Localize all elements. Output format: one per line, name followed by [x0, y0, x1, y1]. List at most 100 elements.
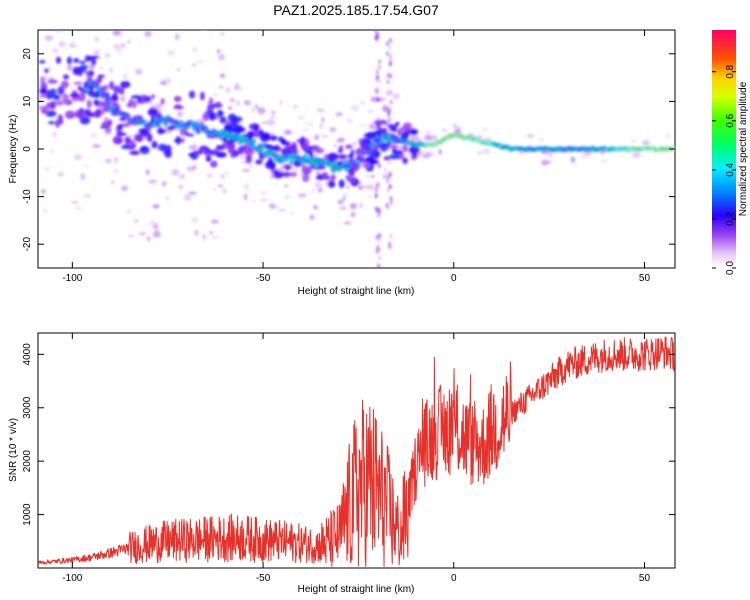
spectrogram-cluster: [330, 174, 336, 180]
spectrogram-speckle: [220, 32, 225, 36]
spectrogram-cluster: [79, 64, 89, 70]
spectrogram-speckle: [452, 123, 457, 128]
spectrogram-speckle: [382, 174, 387, 180]
spectrogram-speckle: [104, 53, 110, 58]
spectrogram-cluster: [300, 136, 305, 146]
spectrogram-streak: [389, 73, 393, 79]
spectrogram-speckle: [148, 179, 158, 184]
spectrogram-speckle: [194, 7, 202, 14]
spectrogram-cluster: [87, 56, 93, 62]
spectrogram-ridge-core: [375, 135, 380, 139]
spectrogram-speckle: [93, 36, 100, 42]
spectrogram-speckle: [343, 192, 347, 196]
spectrogram-speckle: [178, 185, 183, 189]
spectrogram-y-axis: -20 -10 0 10 20: [22, 48, 675, 251]
spectrogram-ridge-core: [238, 140, 242, 144]
spectrogram-cluster: [350, 149, 355, 156]
spectrogram-speckle: [222, 188, 227, 193]
spectrogram-speckle: [52, 131, 58, 138]
snr-x-label: Height of straight line (km): [298, 584, 415, 595]
spectrogram-cluster: [141, 146, 147, 151]
spectrogram-speckle: [42, 208, 49, 213]
spectrogram-streak: [389, 52, 393, 58]
spectrogram-speckle: [642, 140, 650, 145]
spectrogram-speckle: [165, 195, 169, 201]
spectrogram-cluster: [227, 149, 239, 154]
y-tick-label: -10: [22, 189, 33, 204]
spectrogram-cluster: [54, 100, 65, 106]
spectrogram-speckle: [368, 109, 374, 112]
spectrogram-cluster: [218, 111, 225, 116]
spectrogram-speckle: [236, 100, 241, 106]
spectrogram-speckle: [84, 164, 88, 168]
spectrogram-cluster: [243, 147, 255, 156]
spectrogram-streak: [388, 45, 392, 51]
spectrogram-speckle: [50, 148, 55, 154]
spectrogram-speckle: [216, 48, 221, 54]
spectrogram-speckle: [68, 44, 77, 48]
spectrogram-cluster: [400, 131, 409, 141]
x-tick-label: -100: [62, 273, 82, 284]
spectrogram-ridge-core: [290, 160, 294, 163]
spectrogram-cluster: [154, 112, 162, 119]
spectrogram-speckle: [357, 185, 364, 190]
spectrogram-streak: [376, 244, 380, 250]
spectrogram-cluster: [77, 111, 84, 118]
spectrogram-speckle: [666, 132, 670, 140]
spectrogram-cluster: [402, 157, 408, 164]
spectrogram-ridge-core: [387, 135, 391, 138]
spectrogram-speckle: [138, 232, 147, 235]
spectrogram-cluster: [392, 149, 403, 155]
spectrogram-speckle: [599, 159, 609, 163]
spectrogram-speckle: [383, 167, 388, 174]
spectrogram-speckle: [314, 134, 320, 141]
spectrogram-cluster: [289, 172, 298, 177]
spectrogram-cluster: [137, 95, 142, 103]
spectrogram-cluster: [258, 129, 264, 138]
spectrogram-cluster: [309, 151, 314, 159]
spectrogram-streak: [388, 159, 392, 165]
spectrogram-ridge-core: [185, 125, 189, 129]
spectrogram-streak: [374, 187, 378, 193]
spectrogram-ridge-core: [99, 90, 103, 93]
spectrogram-ridge-core: [179, 121, 183, 125]
spectrogram-speckle: [57, 172, 65, 177]
spectrogram-streak: [388, 184, 392, 190]
spectrogram-speckle: [103, 116, 109, 122]
spectrogram-speckle: [392, 93, 401, 100]
spectrogram-streak: [376, 115, 380, 121]
colorbar-tick-label: 0.8: [725, 64, 736, 78]
spectrogram-speckle: [152, 223, 159, 230]
spectrogram-speckle: [210, 20, 217, 22]
spectrogram-speckle: [89, 64, 95, 70]
spectrogram-speckle: [40, 189, 46, 194]
spectrogram-speckle: [365, 184, 375, 190]
spectrogram-speckle: [337, 199, 344, 205]
spectrogram-speckle: [94, 49, 101, 56]
spectrogram-ridge-core: [143, 121, 147, 124]
spectrogram-speckle: [284, 184, 289, 188]
spectrogram-cluster: [397, 128, 402, 136]
spectrogram-streak: [387, 117, 391, 123]
spectrogram-speckle: [539, 138, 543, 141]
spectrogram-y-label: Frequency (Hz): [8, 115, 19, 184]
spectrogram-ridge-core: [280, 158, 284, 162]
x-tick-label: -50: [256, 273, 271, 284]
spectrogram-ridge-core: [351, 159, 355, 163]
spectrogram-cluster: [57, 114, 63, 120]
colorbar-label: Normalized spectral amplitude: [738, 81, 749, 216]
spectrogram-cluster: [93, 99, 99, 106]
spectrogram-speckle: [171, 169, 180, 176]
spectrogram-cluster: [119, 116, 127, 122]
spectrogram-speckle: [218, 85, 224, 89]
spectrogram-cluster: [69, 92, 79, 98]
spectrogram-ridge-core: [173, 120, 177, 123]
spectrogram-speckle: [335, 111, 343, 117]
spectrogram-ridge-core: [345, 167, 349, 171]
spectrogram-ridge-core: [200, 124, 204, 127]
spectrogram-speckle: [38, 98, 41, 104]
spectrogram-speckle: [526, 134, 534, 138]
spectrogram-streak: [389, 38, 393, 44]
spectrogram-speckle: [279, 99, 283, 106]
spectrogram-streak: [375, 74, 379, 80]
